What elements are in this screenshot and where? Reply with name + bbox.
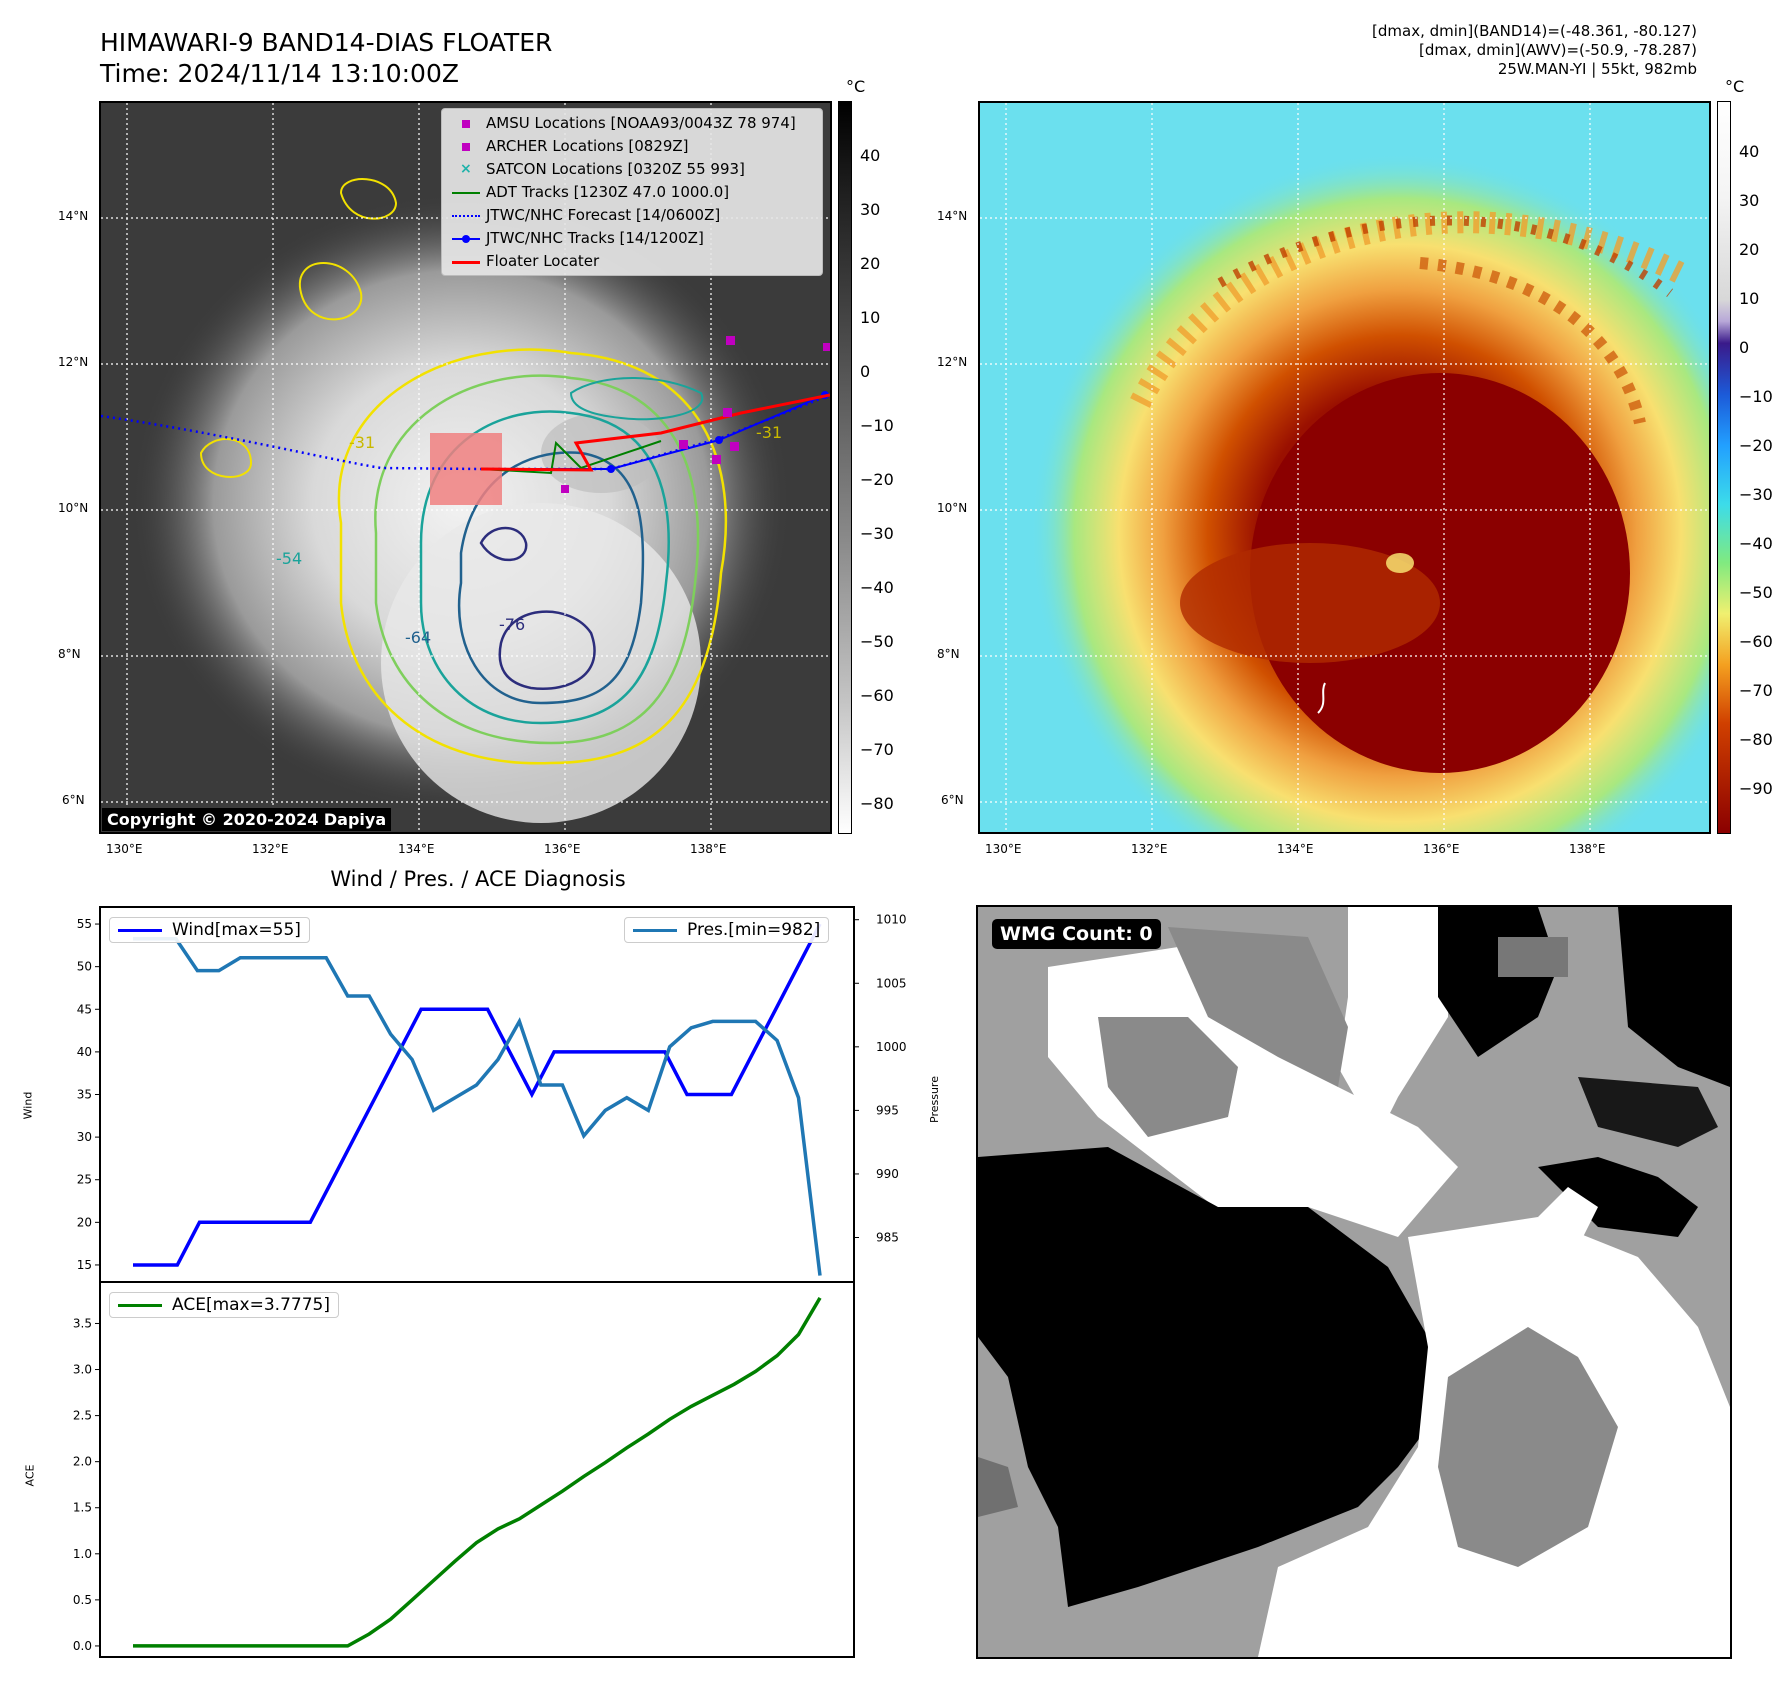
wind-tick-label: 45 bbox=[77, 1002, 92, 1016]
pressure-tick-label: 1000 bbox=[876, 1040, 907, 1054]
x-marker-icon: × bbox=[460, 161, 472, 177]
lon-tick: 130°E bbox=[985, 842, 1022, 856]
lat-tick: 8°N bbox=[58, 647, 81, 661]
grayscale-colorbar bbox=[838, 101, 852, 834]
contour-label: -31 bbox=[756, 423, 782, 442]
copyright-label: Copyright © 2020-2024 Dapiya bbox=[102, 808, 392, 831]
wind-line-icon bbox=[118, 928, 162, 932]
ir-map-panel: -54 -64 -76 -31 -31 Copyright © 2020-202… bbox=[99, 101, 832, 834]
lat-tick: 12°N bbox=[937, 355, 968, 369]
dotted-line-icon bbox=[448, 204, 486, 227]
lat-tick: 8°N bbox=[937, 647, 960, 661]
map-legend: AMSU Locations [NOAA93/0043Z 78 974] ARC… bbox=[441, 108, 823, 276]
wind-tick-label: 50 bbox=[77, 960, 92, 974]
pressure-tick-label: 1010 bbox=[876, 913, 907, 927]
line-marker-icon bbox=[448, 250, 486, 273]
ace-line bbox=[133, 1297, 822, 1648]
lon-tick: 138°E bbox=[1569, 842, 1606, 856]
lon-tick: 134°E bbox=[398, 842, 435, 856]
wmg-image bbox=[978, 907, 1730, 1657]
ace-axes bbox=[99, 1281, 855, 1658]
pressure-legend: Pres.[min=982] bbox=[624, 917, 830, 943]
wind-tick-label: 30 bbox=[77, 1130, 92, 1144]
pressure-series bbox=[133, 937, 822, 1276]
wmg-panel: WMG Count: 0 bbox=[976, 905, 1732, 1659]
pressure-ticks: 1010 1005 1000 995 990 985 bbox=[854, 913, 907, 1245]
ir-map-image: -54 -64 -76 -31 -31 bbox=[101, 103, 830, 832]
lat-tick: 14°N bbox=[58, 209, 89, 223]
legend-item-forecast: JTWC/NHC Forecast [14/0600Z] bbox=[448, 204, 816, 227]
awv-map-panel bbox=[978, 101, 1711, 834]
ace-tick-label: 2.5 bbox=[73, 1409, 92, 1423]
info-band14-range: [dmax, dmin](BAND14)=(-48.361, -80.127) bbox=[1372, 22, 1697, 40]
square-marker-icon bbox=[448, 112, 486, 135]
figure-time: Time: 2024/11/14 13:10:00Z bbox=[100, 59, 459, 88]
wind-pressure-axes bbox=[99, 906, 855, 1283]
info-storm: 25W.MAN-YI | 55kt, 982mb bbox=[1497, 60, 1697, 78]
contour-label: -31 bbox=[349, 433, 375, 452]
ace-legend: ACE[max=3.7775] bbox=[109, 1292, 339, 1318]
square-marker-icon bbox=[448, 135, 486, 158]
ace-tick-label: 1.5 bbox=[73, 1501, 92, 1515]
ace-tick-label: 3.5 bbox=[73, 1317, 92, 1331]
ace-tick-label: 0.0 bbox=[73, 1639, 92, 1653]
colorbar-unit: °C bbox=[846, 77, 866, 96]
legend-item-jtwc: JTWC/NHC Tracks [14/1200Z] bbox=[448, 227, 816, 250]
figure-title: HIMAWARI-9 BAND14-DIAS FLOATER bbox=[100, 28, 553, 57]
lat-tick: 6°N bbox=[62, 793, 85, 807]
line-marker-icon bbox=[448, 181, 486, 204]
line-dot-icon bbox=[448, 227, 486, 250]
lon-tick: 130°E bbox=[106, 842, 143, 856]
awv-map-image bbox=[980, 103, 1709, 832]
pressure-tick-label: 995 bbox=[876, 1103, 899, 1117]
diagnosis-title: Wind / Pres. / ACE Diagnosis bbox=[330, 867, 626, 891]
contour-label: -54 bbox=[276, 549, 302, 568]
wind-tick-label: 55 bbox=[77, 917, 92, 931]
lat-tick: 10°N bbox=[58, 501, 89, 515]
ace-tick-label: 2.0 bbox=[73, 1455, 92, 1469]
colorbar-unit: °C bbox=[1725, 77, 1745, 96]
wind-tick-label: 25 bbox=[77, 1173, 92, 1187]
wmg-count-badge: WMG Count: 0 bbox=[992, 919, 1161, 949]
legend-item-adt: ADT Tracks [1230Z 47.0 1000.0] bbox=[448, 181, 816, 204]
ace-tick-label: 1.0 bbox=[73, 1547, 92, 1561]
lon-tick: 138°E bbox=[690, 842, 727, 856]
lat-tick: 12°N bbox=[58, 355, 89, 369]
pressure-tick-label: 990 bbox=[876, 1167, 899, 1181]
legend-item-archer: ARCHER Locations [0829Z] bbox=[448, 135, 816, 158]
wind-ticks: 55 50 45 40 35 30 25 20 15 bbox=[77, 917, 100, 1272]
wind-tick-label: 35 bbox=[77, 1088, 92, 1102]
wind-series bbox=[133, 923, 822, 1267]
pressure-tick-label: 985 bbox=[876, 1231, 899, 1245]
legend-item-floater: Floater Locater bbox=[448, 250, 816, 273]
lon-tick: 136°E bbox=[544, 842, 581, 856]
wind-tick-label: 20 bbox=[77, 1215, 92, 1229]
legend-item-amsu: AMSU Locations [NOAA93/0043Z 78 974] bbox=[448, 112, 816, 135]
lat-tick: 14°N bbox=[937, 209, 968, 223]
wind-legend: Wind[max=55] bbox=[109, 917, 310, 943]
lon-tick: 134°E bbox=[1277, 842, 1314, 856]
wind-tick-label: 40 bbox=[77, 1045, 92, 1059]
pressure-tick-label: 1005 bbox=[876, 976, 907, 990]
ace-series bbox=[133, 1297, 822, 1648]
ace-ticks: 3.5 3.0 2.5 2.0 1.5 1.0 0.5 0.0 bbox=[73, 1317, 100, 1653]
legend-item-satcon: × SATCON Locations [0320Z 55 993] bbox=[448, 158, 816, 181]
ace-tick-label: 0.5 bbox=[73, 1593, 92, 1607]
pressure-line bbox=[133, 937, 822, 1276]
info-awv-range: [dmax, dmin](AWV)=(-50.9, -78.287) bbox=[1418, 41, 1697, 59]
temperature-colorbar bbox=[1717, 101, 1731, 834]
lat-tick: 10°N bbox=[937, 501, 968, 515]
lon-tick: 136°E bbox=[1423, 842, 1460, 856]
contour-label: -76 bbox=[499, 615, 525, 634]
ace-tick-label: 3.0 bbox=[73, 1363, 92, 1377]
pressure-line-icon bbox=[633, 928, 677, 932]
lat-tick: 6°N bbox=[941, 793, 964, 807]
wind-line bbox=[133, 923, 822, 1267]
ace-line-icon bbox=[118, 1303, 162, 1307]
wind-tick-label: 15 bbox=[77, 1258, 92, 1272]
lon-tick: 132°E bbox=[252, 842, 289, 856]
contour-label: -64 bbox=[405, 628, 431, 647]
lon-tick: 132°E bbox=[1131, 842, 1168, 856]
